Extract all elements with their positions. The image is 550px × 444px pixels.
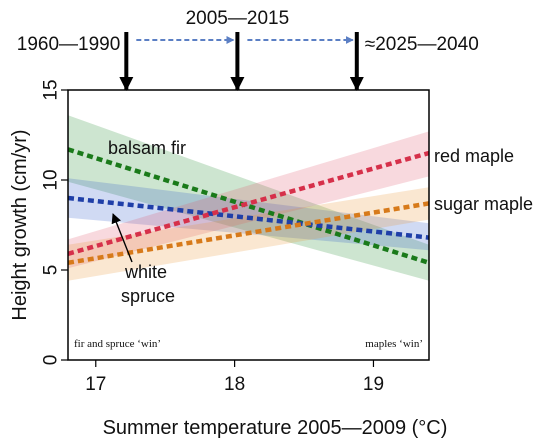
y-tick-label: 10 [41,169,62,190]
x-tick-label: 18 [224,374,245,395]
y-tick-label: 5 [41,265,62,276]
label-balsam-fir: balsam fir [108,138,186,158]
label-sugar-maple: sugar maple [434,194,533,214]
x-tick-label: 17 [85,374,106,395]
annotation-fir-spruce-win: fir and spruce ‘win’ [74,338,161,350]
y-tick-label: 0 [41,355,62,366]
period-label-1: 1960—1990 [17,34,121,55]
x-axis-title: Summer temperature 2005—2009 (°C) [103,417,448,439]
white-spruce-label-arrow [111,213,133,263]
line-red-maple [68,150,429,256]
plot-frame [67,89,430,361]
line-balsam-fir [68,147,429,265]
period-label-3: ≈2025—2040 [365,34,479,55]
band-red-maple [68,131,429,269]
band-balsam-fir [68,115,429,281]
label-white-spruce-line1: white [124,262,167,282]
y-axis-title: Height growth (cm/yr) [9,129,31,320]
label-white-spruce-line2: spruce [121,286,175,306]
y-tick-label: 15 [41,79,62,100]
label-red-maple: red maple [434,146,514,166]
period-label-2: 2005—2015 [186,8,290,29]
annotation-maples-win: maples ‘win’ [365,338,423,350]
line-white-spruce [68,195,429,240]
x-tick-label: 19 [363,374,384,395]
